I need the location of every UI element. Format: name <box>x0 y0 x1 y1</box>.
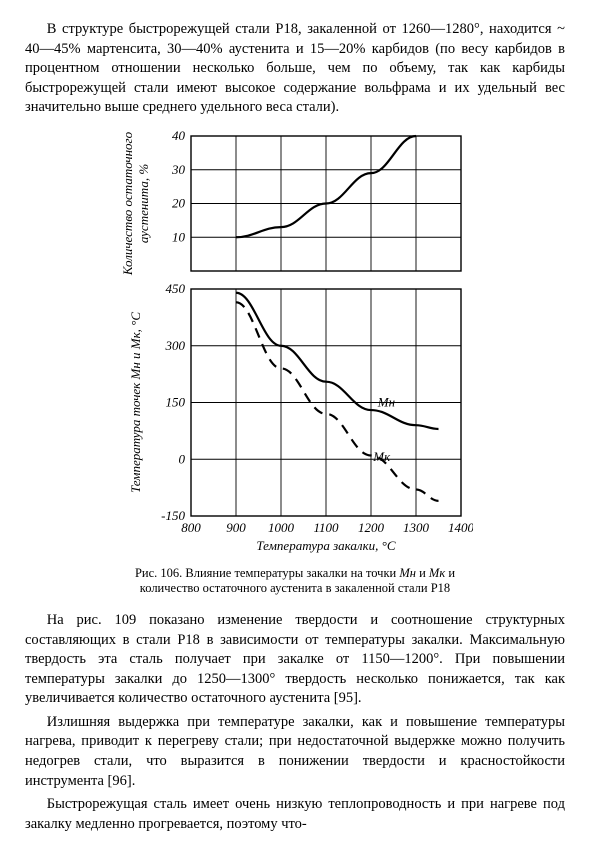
svg-text:1000: 1000 <box>268 520 295 535</box>
caption-mh: Mн <box>399 566 416 580</box>
svg-text:800: 800 <box>181 520 201 535</box>
svg-text:450: 450 <box>165 281 185 296</box>
figure-106: 10 20 30 40 Количество остаточногоаустенита,… <box>25 128 565 597</box>
svg-text:40: 40 <box>172 128 186 143</box>
figure-caption: Рис. 106. Влияние температуры закалки на… <box>115 566 475 597</box>
svg-text:20: 20 <box>172 195 186 210</box>
svg-text:1200: 1200 <box>358 520 385 535</box>
body-paragraph-4: Быстрорежущая сталь имеет очень низкую т… <box>25 795 565 834</box>
svg-text:Mн: Mн <box>376 394 394 409</box>
svg-text:150: 150 <box>165 394 185 409</box>
caption-mk: Mк <box>429 566 445 580</box>
svg-text:900: 900 <box>226 520 246 535</box>
caption-prefix: Рис. 106. Влияние температуры закалки на… <box>135 566 399 580</box>
body-paragraph-1: В структуре быстрорежущей стали Р18, зак… <box>25 20 565 118</box>
body-paragraph-3: Излишняя выдержка при температуре закалк… <box>25 713 565 791</box>
chart-svg: 10 20 30 40 Количество остаточногоаустенита,… <box>118 128 473 558</box>
svg-text:1300: 1300 <box>403 520 430 535</box>
svg-text:0: 0 <box>178 451 185 466</box>
svg-text:Температура точек Mн и Mк, °С: Температура точек Mн и Mк, °С <box>128 311 143 492</box>
caption-and: и <box>416 566 429 580</box>
body-paragraph-2: На рис. 109 показано изменение твердости… <box>25 611 565 709</box>
svg-text:Количество остаточного: Количество остаточного <box>120 131 135 276</box>
svg-text:Mк: Mк <box>372 449 391 464</box>
svg-text:1100: 1100 <box>313 520 339 535</box>
svg-text:10: 10 <box>172 229 186 244</box>
svg-text:30: 30 <box>171 162 186 177</box>
svg-text:Температура закалки, °С: Температура закалки, °С <box>256 538 395 553</box>
svg-text:аустенита, %: аустенита, % <box>136 163 151 243</box>
svg-text:300: 300 <box>164 338 185 353</box>
svg-text:1400: 1400 <box>448 520 473 535</box>
